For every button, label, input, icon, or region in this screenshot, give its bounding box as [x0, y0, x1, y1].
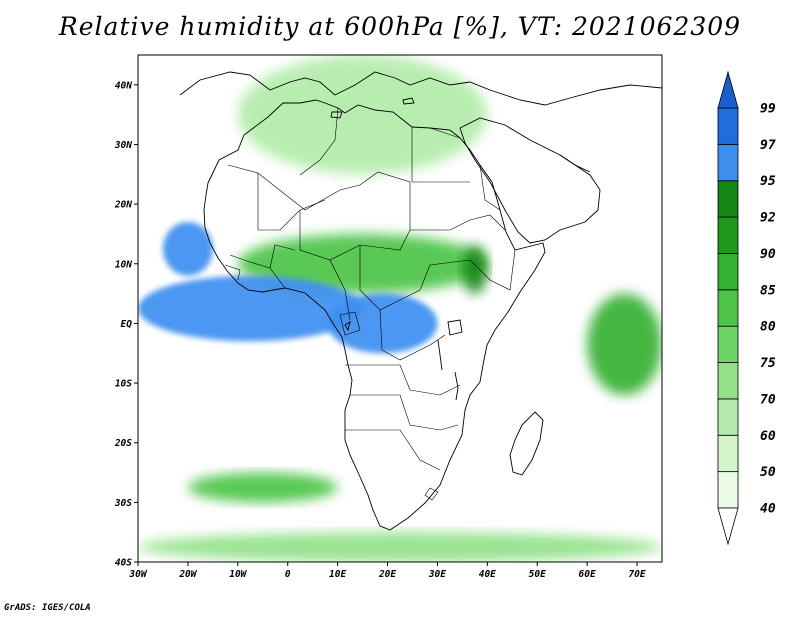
colorbar-label: 80: [760, 320, 776, 335]
longitude-axis: 30W 20W 10W 0 10E 20E 30E 40E 50E 60E 70E: [128, 562, 646, 580]
lat-tick-label: 10N: [115, 259, 132, 270]
humidity-region: [138, 275, 363, 342]
europe-coastline: [179, 71, 662, 106]
lon-tick-label: 20W: [178, 569, 197, 580]
colorbar: 40 50 60 70 75 80 85 90 92 95 97 99: [717, 70, 776, 546]
colorbar-bin: [717, 253, 739, 291]
humidity-region: [462, 245, 488, 294]
colorbar-label: 60: [760, 429, 776, 444]
lat-tick-label: 30N: [114, 140, 132, 151]
colorbar-label: 85: [760, 283, 776, 298]
lon-tick-label: 20E: [378, 569, 396, 580]
colorbar-bin: [717, 143, 739, 182]
lon-tick-label: 50E: [529, 569, 546, 580]
credit-text: GrADS: IGES/COLA: [4, 603, 91, 613]
lat-tick-label: 10S: [115, 379, 132, 390]
colorbar-label: 40: [760, 502, 776, 517]
lat-tick-label: 20S: [114, 438, 132, 449]
lon-tick-label: 10W: [229, 569, 247, 580]
map-frame: [137, 54, 663, 563]
colorbar-bin: [717, 398, 739, 436]
country-borders: [224, 107, 516, 501]
colorbar-label: 95: [760, 174, 776, 189]
colorbar-bin: [717, 289, 739, 327]
map-title: Relative humidity at 600hPa [%], VT: 202…: [58, 12, 742, 41]
lat-tick-label: 40S: [115, 558, 132, 569]
colorbar-label: 90: [760, 247, 776, 262]
colorbar-label: 50: [760, 465, 776, 480]
lon-tick-label: 0: [285, 569, 291, 580]
africa-coastline: [203, 99, 546, 531]
colorbar-bin: [717, 107, 739, 145]
colorbar-bin: [717, 434, 739, 473]
humidity-region: [187, 472, 338, 503]
colorbar-bin: [717, 216, 739, 254]
colorbar-over-arrow: [717, 70, 739, 109]
madagascar-coastline: [509, 411, 544, 476]
lat-tick-label: 30S: [114, 498, 132, 509]
humidity-field: [138, 55, 662, 562]
lat-tick-label: 40N: [115, 80, 132, 91]
colorbar-label: 75: [760, 356, 776, 371]
colorbar-bin: [717, 471, 739, 509]
coastlines: [179, 71, 662, 531]
latitude-axis: 40N 30N 20N 10N EQ 10S 20S 30S 40S: [114, 80, 138, 569]
arabia-coastline: [459, 117, 601, 244]
colorbar-label: 70: [760, 392, 776, 407]
humidity-region: [162, 222, 213, 276]
humidity-region: [237, 55, 488, 175]
colorbar-bin: [717, 325, 739, 363]
lon-tick-label: 70E: [628, 569, 645, 580]
lat-tick-label: EQ: [121, 319, 133, 330]
lon-tick-label: 40E: [479, 569, 496, 580]
lake-victoria: [447, 319, 463, 336]
humidity-region: [587, 293, 662, 395]
colorbar-label: 99: [760, 102, 776, 117]
colorbar-label: 92: [760, 211, 776, 226]
lon-tick-label: 30E: [428, 569, 446, 580]
lat-tick-label: 20N: [114, 200, 132, 211]
colorbar-bin: [717, 180, 739, 218]
humidity-region: [138, 532, 662, 562]
colorbar-bin: [717, 362, 739, 400]
lon-tick-label: 60E: [579, 569, 596, 580]
lon-tick-label: 30W: [128, 569, 147, 580]
colorbar-under-arrow: [717, 507, 739, 546]
lon-tick-label: 10E: [329, 569, 346, 580]
colorbar-label: 97: [760, 138, 776, 153]
